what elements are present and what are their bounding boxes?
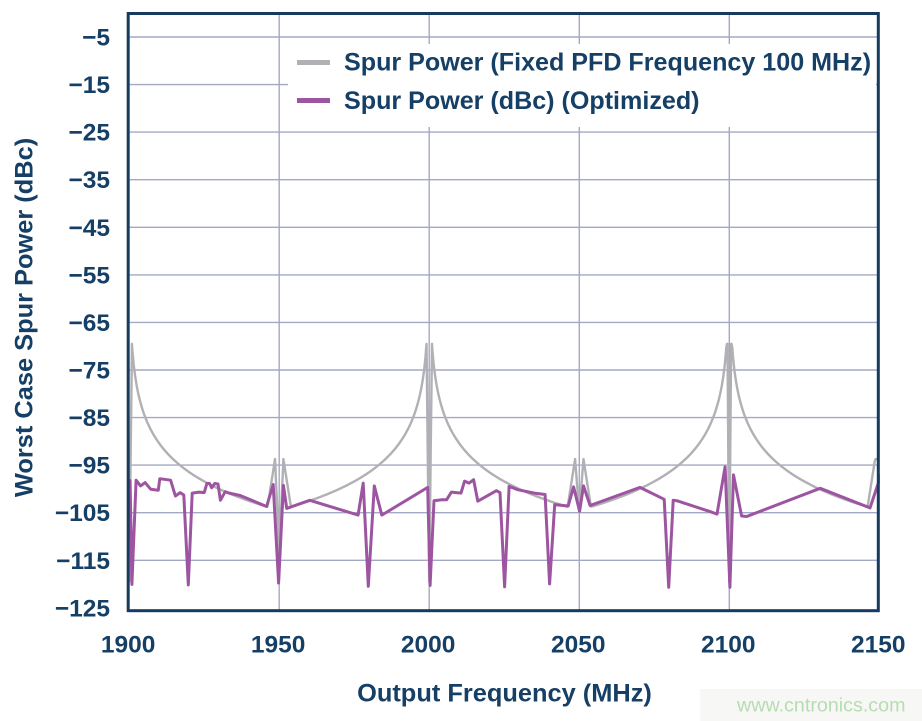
svg-text:−105: −105 <box>55 500 110 527</box>
svg-text:1900: 1900 <box>101 631 156 658</box>
svg-text:−55: −55 <box>68 262 110 289</box>
svg-text:−75: −75 <box>68 358 110 385</box>
svg-text:Worst Case Spur Power (dBc): Worst Case Spur Power (dBc) <box>10 138 38 497</box>
svg-text:1950: 1950 <box>251 631 306 658</box>
svg-text:−115: −115 <box>56 548 110 575</box>
svg-text:−85: −85 <box>68 405 110 432</box>
svg-text:−15: −15 <box>68 72 110 99</box>
svg-text:−95: −95 <box>68 453 110 480</box>
svg-text:−5: −5 <box>82 25 110 52</box>
svg-text:Output Frequency (MHz): Output Frequency (MHz) <box>357 680 652 708</box>
svg-text:−45: −45 <box>68 215 110 242</box>
svg-text:Spur Power (Fixed PFD Frequenc: Spur Power (Fixed PFD Frequency 100 MHz) <box>344 48 871 76</box>
svg-text:2050: 2050 <box>551 631 606 658</box>
svg-text:2150: 2150 <box>851 631 906 658</box>
svg-text:Spur Power (dBc) (Optimized): Spur Power (dBc) (Optimized) <box>344 87 700 115</box>
svg-text:−125: −125 <box>55 595 110 622</box>
svg-text:−35: −35 <box>68 167 110 194</box>
svg-text:−25: −25 <box>68 120 110 147</box>
svg-text:2000: 2000 <box>401 631 456 658</box>
svg-text:−65: −65 <box>68 310 110 337</box>
svg-text:www.cntronics.com: www.cntronics.com <box>736 695 905 717</box>
svg-text:2100: 2100 <box>701 631 756 658</box>
